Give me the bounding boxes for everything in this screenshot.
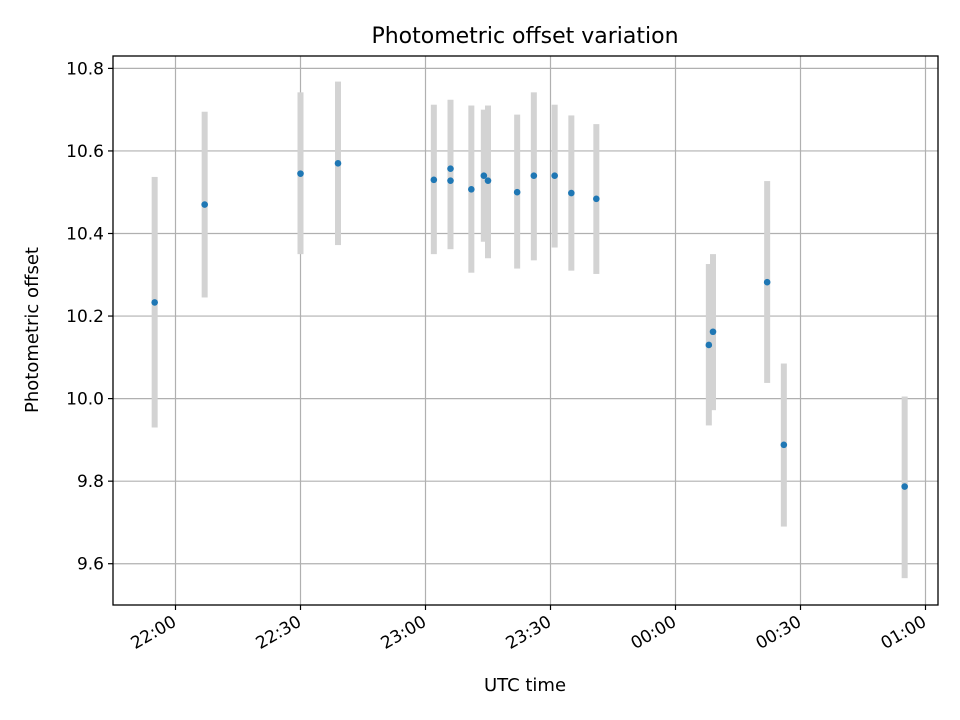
- data-point: [480, 172, 488, 180]
- x-tick-label: 00:30: [753, 612, 805, 654]
- y-tick-label: 10.4: [66, 224, 104, 244]
- x-tick-label: 01:00: [878, 612, 930, 654]
- data-point: [709, 328, 717, 336]
- data-point: [468, 186, 475, 193]
- x-tick-label: 23:00: [378, 612, 430, 654]
- data-point: [297, 170, 304, 177]
- y-tick-label: 10.0: [66, 390, 104, 410]
- data-point: [763, 278, 771, 286]
- x-tick-label: 22:30: [253, 612, 305, 654]
- data-point: [901, 483, 908, 490]
- data-point: [201, 201, 208, 208]
- x-axis-label: UTC time: [484, 675, 566, 696]
- data-point: [151, 299, 158, 306]
- y-axis-label: Photometric offset: [22, 247, 43, 413]
- x-tick-label: 00:00: [628, 612, 680, 654]
- y-tick-label: 10.2: [66, 307, 104, 327]
- data-point: [593, 195, 600, 203]
- y-tick-label: 10.8: [66, 59, 104, 79]
- data-point: [780, 441, 788, 449]
- data-points: [151, 160, 908, 490]
- y-tick-label: 9.6: [77, 555, 104, 575]
- data-point: [484, 177, 492, 184]
- error-bars: [151, 81, 908, 579]
- data-point: [530, 172, 538, 180]
- grid: [113, 56, 938, 605]
- data-point: [513, 188, 521, 196]
- data-point: [334, 160, 342, 167]
- chart-title: Photometric offset variation: [371, 24, 678, 49]
- plot-frame: [112, 55, 939, 606]
- data-point: [430, 176, 438, 184]
- data-point: [568, 189, 575, 197]
- data-point: [551, 172, 558, 180]
- data-point: [705, 341, 713, 349]
- x-tick-label: 23:30: [503, 612, 555, 654]
- data-point: [447, 177, 454, 184]
- data-point: [447, 165, 454, 172]
- y-tick-label: 10.6: [66, 142, 104, 162]
- x-tick-label: 22:00: [128, 612, 180, 654]
- y-tick-label: 9.8: [77, 472, 104, 492]
